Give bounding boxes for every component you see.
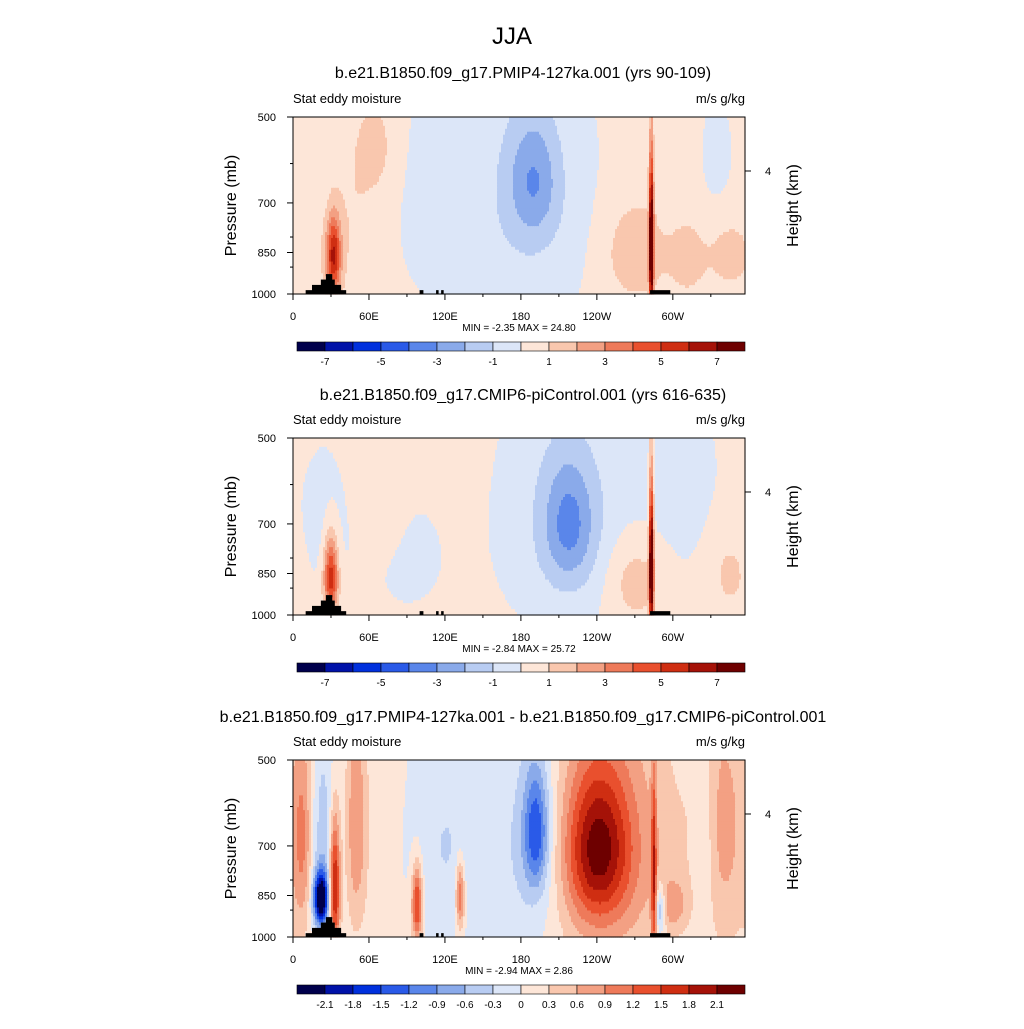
figure: JJA b.e21.B1850.f09_g17.PMIP4-127ka.001 … — [0, 0, 1024, 1024]
contour-field — [293, 117, 746, 295]
panel-title: b.e21.B1850.f09_g17.PMIP4-127ka.001 (yrs… — [335, 65, 711, 82]
panel-right-string: m/s g/kg — [696, 91, 745, 106]
main-title: JJA — [492, 23, 532, 50]
figure-canvas: JJA b.e21.B1850.f09_g17.PMIP4-127ka.001 … — [0, 0, 1024, 1024]
panel-left-string: Stat eddy moisture — [293, 91, 401, 106]
